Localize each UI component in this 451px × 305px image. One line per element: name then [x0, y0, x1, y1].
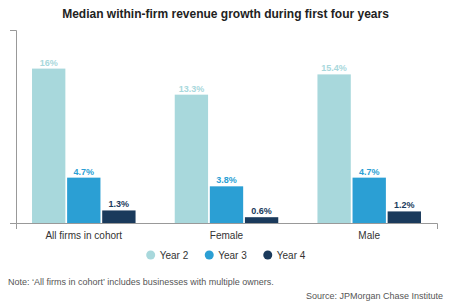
bar	[317, 74, 350, 223]
bar	[388, 211, 421, 223]
title: Median within-firm revenue growth during…	[62, 7, 389, 21]
x-tick: Female	[210, 230, 244, 241]
bar	[175, 95, 208, 223]
data-labels: 16% 13.3% 15.4% 4.7% 3.8% 4.7% 1.3% 0.6% 1.2%	[40, 58, 415, 217]
x-tick-label: Male	[358, 230, 380, 241]
legend: Year 2 Year 3 Year 4	[146, 250, 306, 261]
x-axis-line	[17, 224, 438, 230]
data-label: 16%	[40, 58, 58, 68]
legend-swatch	[146, 251, 155, 260]
data-label: 0.6%	[251, 206, 272, 216]
legend-item: Year 4	[263, 250, 305, 261]
annotation: Note: ‘All firms in cohort’ includes bus…	[8, 277, 274, 287]
x-tick-label: Female	[210, 230, 244, 241]
data-label: 1.3%	[109, 199, 130, 209]
x-tick: Male	[358, 230, 380, 241]
x-tick: All firms in cohort	[45, 230, 122, 241]
data-label: 3.8%	[216, 175, 237, 185]
data-label: 4.7%	[359, 167, 380, 177]
data-label: 1.2%	[394, 200, 415, 210]
x-tick-label: All firms in cohort	[45, 230, 122, 241]
legend-label: Year 3	[218, 250, 247, 261]
chart-svg: Median within-firm revenue growth during…	[0, 0, 451, 305]
chart-container: Median within-firm revenue growth during…	[0, 0, 451, 305]
bar	[67, 178, 100, 223]
bar	[102, 210, 135, 223]
bar	[32, 69, 65, 223]
plot: 16% 13.3% 15.4% 4.7% 3.8% 4.7% 1.3% 0.6% 1.2% All…	[10, 31, 438, 242]
x-axis: All firms in cohort Female Male	[17, 224, 438, 242]
annotation: Source: JPMorgan Chase Institute	[306, 291, 443, 301]
legend-swatch	[205, 251, 214, 260]
legend-item: Year 2	[146, 250, 188, 261]
bar	[210, 186, 243, 223]
legend-item: Year 3	[205, 250, 247, 261]
legend-swatch	[263, 251, 272, 260]
legend-label: Year 4	[277, 250, 306, 261]
data-label: 13.3%	[179, 84, 205, 94]
annotations: Note: ‘All firms in cohort’ includes bus…	[8, 277, 443, 301]
bars	[32, 69, 421, 223]
bar	[245, 217, 278, 223]
data-label: 4.7%	[74, 167, 95, 177]
y-axis-line	[10, 31, 17, 224]
bar	[353, 178, 386, 223]
data-label: 15.4%	[321, 63, 347, 73]
bar-series	[32, 69, 351, 223]
legend-label: Year 2	[160, 250, 189, 261]
y-axis	[10, 31, 17, 224]
